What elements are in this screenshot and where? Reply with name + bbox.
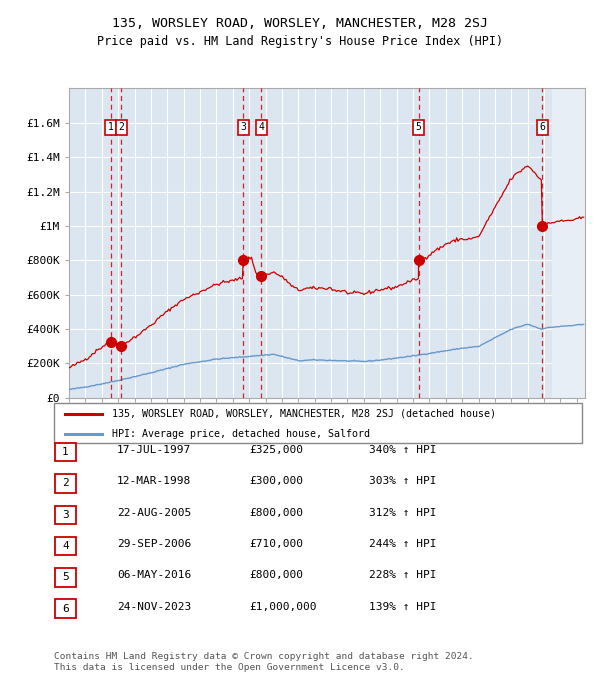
Text: £1,000,000: £1,000,000	[249, 602, 317, 611]
Text: 303% ↑ HPI: 303% ↑ HPI	[369, 477, 437, 486]
FancyBboxPatch shape	[55, 506, 76, 524]
Text: 228% ↑ HPI: 228% ↑ HPI	[369, 571, 437, 580]
Text: 135, WORSLEY ROAD, WORSLEY, MANCHESTER, M28 2SJ: 135, WORSLEY ROAD, WORSLEY, MANCHESTER, …	[112, 17, 488, 30]
Text: 12-MAR-1998: 12-MAR-1998	[117, 477, 191, 486]
Text: 139% ↑ HPI: 139% ↑ HPI	[369, 602, 437, 611]
Text: 4: 4	[62, 541, 69, 551]
Text: £710,000: £710,000	[249, 539, 303, 549]
Bar	[552, 88, 585, 398]
FancyBboxPatch shape	[55, 475, 76, 492]
Text: 3: 3	[241, 122, 246, 132]
FancyBboxPatch shape	[55, 600, 76, 617]
Text: 5: 5	[416, 122, 422, 132]
Text: 29-SEP-2006: 29-SEP-2006	[117, 539, 191, 549]
FancyBboxPatch shape	[55, 537, 76, 555]
Text: 3: 3	[62, 510, 69, 520]
Text: HPI: Average price, detached house, Salford: HPI: Average price, detached house, Salf…	[112, 429, 370, 439]
Text: £300,000: £300,000	[249, 477, 303, 486]
Text: 2: 2	[62, 479, 69, 488]
Text: 135, WORSLEY ROAD, WORSLEY, MANCHESTER, M28 2SJ (detached house): 135, WORSLEY ROAD, WORSLEY, MANCHESTER, …	[112, 409, 496, 419]
Text: 1: 1	[62, 447, 69, 457]
Text: 4: 4	[259, 122, 265, 132]
Bar	[552, 88, 585, 398]
Text: 6: 6	[62, 604, 69, 613]
Text: £325,000: £325,000	[249, 445, 303, 455]
Text: 6: 6	[539, 122, 545, 132]
Text: Contains HM Land Registry data © Crown copyright and database right 2024.
This d: Contains HM Land Registry data © Crown c…	[54, 652, 474, 672]
Text: 06-MAY-2016: 06-MAY-2016	[117, 571, 191, 580]
Text: 22-AUG-2005: 22-AUG-2005	[117, 508, 191, 517]
FancyBboxPatch shape	[54, 403, 582, 443]
FancyBboxPatch shape	[55, 568, 76, 586]
Text: 5: 5	[62, 573, 69, 582]
Text: 1: 1	[107, 122, 113, 132]
Text: 17-JUL-1997: 17-JUL-1997	[117, 445, 191, 455]
FancyBboxPatch shape	[55, 443, 76, 461]
Text: £800,000: £800,000	[249, 571, 303, 580]
Text: 24-NOV-2023: 24-NOV-2023	[117, 602, 191, 611]
Text: 312% ↑ HPI: 312% ↑ HPI	[369, 508, 437, 517]
Text: 340% ↑ HPI: 340% ↑ HPI	[369, 445, 437, 455]
Text: 244% ↑ HPI: 244% ↑ HPI	[369, 539, 437, 549]
Text: Price paid vs. HM Land Registry's House Price Index (HPI): Price paid vs. HM Land Registry's House …	[97, 35, 503, 48]
Text: 2: 2	[118, 122, 124, 132]
Text: £800,000: £800,000	[249, 508, 303, 517]
